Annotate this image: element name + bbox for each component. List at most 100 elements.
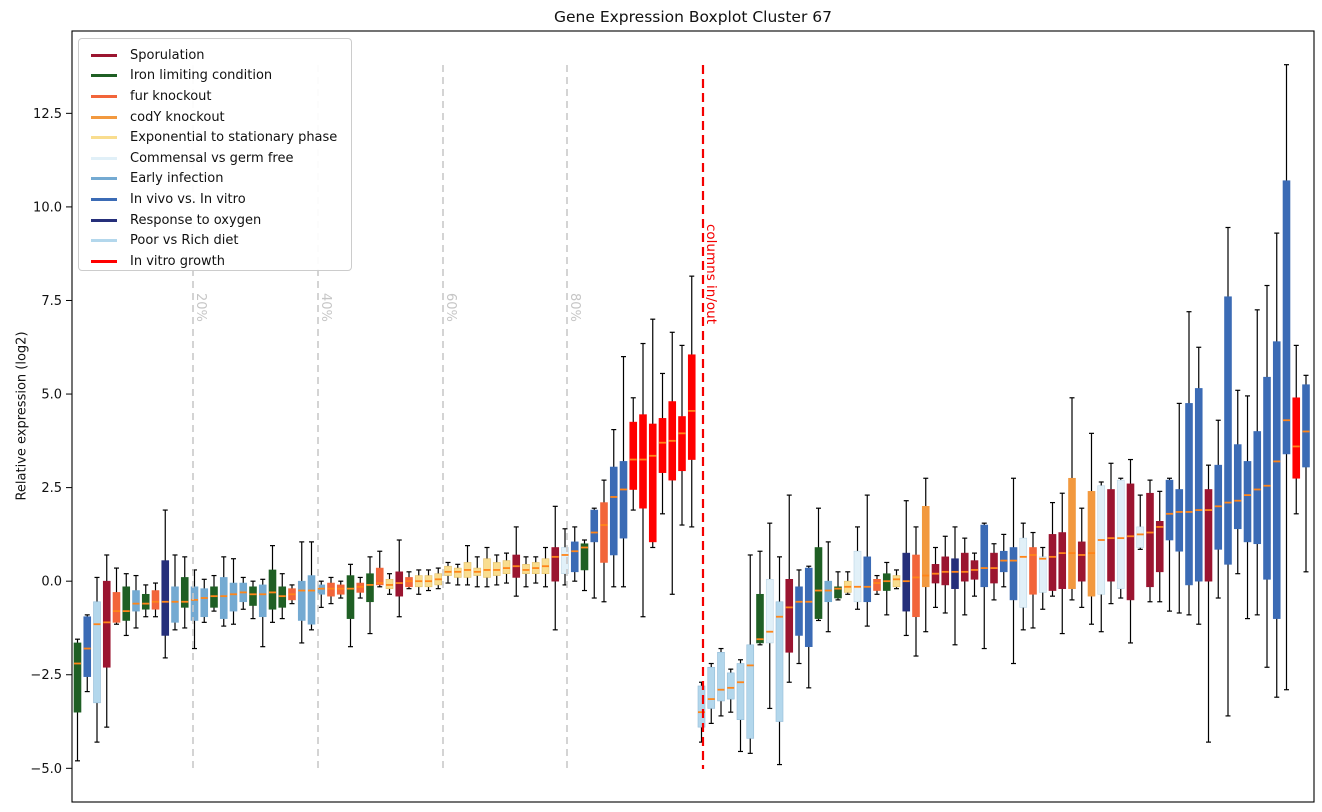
box-39 [453,563,462,586]
box-50 [561,528,569,586]
box-rect [200,588,209,618]
legend-item: Early infection [91,169,343,190]
box-rect [1185,403,1193,586]
box-8 [151,582,160,618]
box-rect [882,573,891,591]
box-66 [717,647,725,717]
box-42 [483,546,491,588]
box-rect [258,584,267,618]
legend-label: Iron limiting condition [130,68,273,84]
box-24 [307,541,316,631]
box-64 [697,681,706,743]
box-rect [1107,489,1115,582]
box-rect [804,567,813,647]
legend-label: In vitro growth [130,253,225,269]
box-106 [1107,462,1115,605]
box-rect [151,590,160,610]
box-86 [912,526,920,657]
box-rect [853,550,862,603]
box-rect [190,586,199,621]
y-tick-label: 5.0 [41,388,62,403]
box-rect [1146,492,1154,588]
box-rect [1175,489,1184,552]
box-rect [522,564,530,574]
box-rect [229,582,238,612]
box-54 [600,479,608,603]
box-81 [863,494,872,627]
box-rect [1194,388,1203,582]
box-59 [648,318,657,549]
box-116 [1204,464,1213,743]
box-rect [375,567,384,586]
box-45 [512,526,521,597]
box-90 [951,526,959,646]
box-rect [941,556,950,586]
box-rect [678,416,686,472]
box-rect [268,569,277,610]
box-rect [1272,341,1281,619]
box-rect [356,582,365,593]
box-94 [990,543,998,601]
legend-color-swatch [91,239,117,243]
box-74 [795,569,803,665]
box-122 [1263,284,1271,668]
box-rect [1038,556,1047,593]
box-rect [658,418,667,473]
box-58 [639,342,647,618]
box-57 [629,397,638,511]
box-rect [892,575,901,588]
box-33 [395,539,404,618]
box-97 [1019,522,1028,631]
box-77 [824,541,833,633]
box-rect [1292,397,1301,479]
box-rect [863,556,872,603]
box-rect [1204,489,1213,582]
box-78 [834,571,842,601]
box-0 [73,638,82,762]
box-16 [229,558,238,625]
legend-color-swatch [91,115,117,119]
box-51 [570,526,579,582]
box-32 [385,573,394,595]
legend-label: Sporulation [130,47,205,63]
y-tick-label: 12.5 [33,107,62,122]
box-12 [190,569,199,650]
box-rect [619,461,628,539]
box-114 [1185,311,1193,616]
box-93 [980,522,989,650]
box-110 [1146,479,1154,603]
box-23 [297,541,306,644]
percent-guide-label: 80% [567,293,582,322]
box-21 [278,573,287,620]
legend-color-swatch [91,259,117,263]
box-rect [912,554,920,618]
legend-item: Iron limiting condition [91,66,343,87]
box-101 [1058,492,1067,635]
legend-label: Exponential to stationary phase [130,130,338,146]
columns-in-out-label: columns in/out [703,224,719,324]
box-rect [180,577,189,608]
box-rect [1068,477,1076,589]
box-rect [502,560,511,574]
plot-frame [71,30,1315,803]
box-47 [531,556,540,584]
box-rect [1048,534,1057,591]
box-62 [678,344,686,526]
box-rect [834,586,842,599]
box-10 [171,554,179,631]
box-25 [317,580,326,608]
box-rect [93,601,101,704]
box-17 [239,576,248,610]
box-rect [1087,491,1096,597]
box-rect [1155,520,1164,573]
box-rect [639,414,647,509]
legend-item: In vivo vs. In vitro [91,189,343,210]
box-56 [619,356,628,588]
box-34 [405,571,413,590]
legend-item: Exponential to stationary phase [91,127,343,148]
box-rect [1214,464,1223,550]
box-75 [804,565,813,689]
box-120 [1243,395,1252,620]
box-rect [492,562,501,576]
